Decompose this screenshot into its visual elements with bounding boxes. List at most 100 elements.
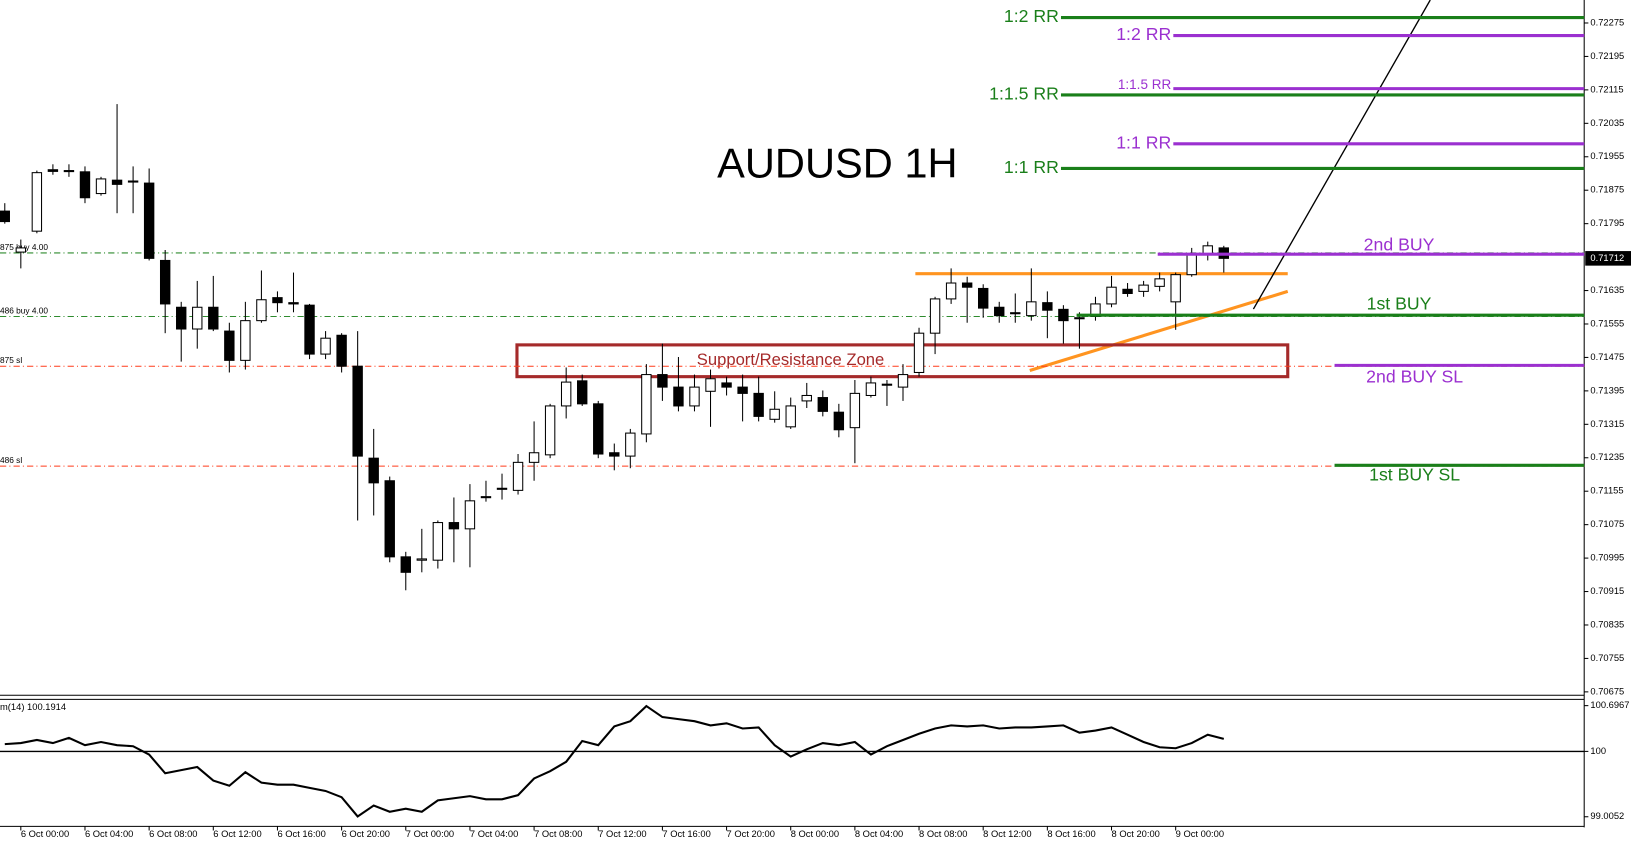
y-tick-label: 0.71635 <box>1590 285 1624 295</box>
y-tick-label: 100 <box>1590 746 1606 756</box>
candle-body <box>977 287 989 309</box>
level-label: 1st BUY SL <box>1369 464 1460 484</box>
y-tick-label: 0.70675 <box>1590 686 1624 696</box>
y-tick-label: 0.71955 <box>1590 151 1624 161</box>
x-tick-label: 8 Oct 00:00 <box>791 829 839 839</box>
level-label: 1:1 RR <box>1004 157 1059 177</box>
y-tick-label: 99.0052 <box>1590 811 1624 821</box>
candle-body <box>143 182 155 259</box>
candle-body <box>1170 274 1181 303</box>
y-tick-label: 0.72195 <box>1590 51 1624 61</box>
zone-label: Support/Resistance Zone <box>697 350 885 369</box>
candle-body <box>801 394 812 402</box>
level-label: 1st BUY <box>1367 293 1432 313</box>
y-tick-label: 0.70835 <box>1590 619 1624 629</box>
candle-body <box>208 306 219 330</box>
candle-body <box>15 247 27 253</box>
candle-body <box>1042 302 1053 311</box>
candle-body <box>416 558 428 561</box>
candle-body <box>400 556 411 573</box>
candle-body <box>1026 301 1037 317</box>
trend-line <box>1029 289 1289 372</box>
x-tick-label: 7 Oct 20:00 <box>727 829 775 839</box>
candle-body <box>256 299 267 322</box>
candle-body <box>192 306 203 330</box>
candle-body <box>448 522 460 530</box>
x-tick-label: 6 Oct 16:00 <box>277 829 325 839</box>
x-tick-label: 7 Oct 12:00 <box>598 829 646 839</box>
y-tick-label: 0.72275 <box>1590 17 1624 27</box>
level-label: 1:1.5 RR <box>989 84 1059 104</box>
candle-body <box>31 172 43 232</box>
candle-body <box>753 392 764 417</box>
y-tick-label: 0.70995 <box>1590 553 1624 563</box>
y-tick-label: 0.71155 <box>1590 486 1623 496</box>
candle-body <box>1106 286 1117 305</box>
candle-body <box>63 170 75 173</box>
candle-body <box>159 259 171 305</box>
candle-body <box>560 381 572 407</box>
candle-body <box>961 282 973 288</box>
candle-body <box>496 487 508 490</box>
candle-body <box>1058 308 1069 322</box>
candle-body <box>1138 284 1149 292</box>
x-tick-label: 7 Oct 16:00 <box>662 829 710 839</box>
candle-body <box>368 457 379 484</box>
level-label: 2nd BUY SL <box>1366 367 1463 387</box>
candle-body <box>480 496 492 499</box>
candle-body <box>657 374 668 388</box>
candle-body <box>1122 288 1133 294</box>
x-tick-label: 7 Oct 00:00 <box>406 829 454 839</box>
candle-body <box>240 320 251 361</box>
candle-body <box>0 210 10 223</box>
x-tick-label: 8 Oct 12:00 <box>983 829 1031 839</box>
candle-body <box>929 298 941 334</box>
level-label: 1:2 RR <box>1116 24 1171 44</box>
y-tick-label: 0.70755 <box>1590 653 1624 663</box>
projection-line <box>1252 0 1431 310</box>
candle-body <box>272 297 283 304</box>
level-label: 1:1.5 RR <box>1118 77 1172 92</box>
y-tick-label: 0.71235 <box>1590 452 1624 462</box>
candle-body <box>288 302 299 305</box>
candle-body <box>945 282 957 300</box>
candle-body <box>1186 253 1197 276</box>
candle-body <box>544 405 556 456</box>
indicator-label: m(14) 100.1914 <box>0 702 66 712</box>
order-label: 486 buy 4.00 <box>0 305 48 315</box>
y-tick-label: 0.72035 <box>1590 118 1624 128</box>
y-tick-label: 0.70915 <box>1590 586 1624 596</box>
x-tick-label: 6 Oct 20:00 <box>342 829 390 839</box>
momentum-line <box>4 704 1225 818</box>
candle-body <box>737 386 748 394</box>
y-tick-label: 0.71475 <box>1590 352 1624 362</box>
candle-body <box>817 397 829 412</box>
candle-body <box>865 382 877 396</box>
candle-body <box>689 386 700 407</box>
candle-body <box>176 306 187 330</box>
candle-body <box>47 169 59 172</box>
candle-body <box>127 180 139 183</box>
candle-body <box>336 334 347 367</box>
candle-body <box>79 171 91 199</box>
y-tick-label: 100.6967 <box>1590 700 1629 710</box>
candle-body <box>994 306 1005 317</box>
x-tick-label: 8 Oct 08:00 <box>919 829 967 839</box>
y-tick-label: 0.71555 <box>1590 318 1624 328</box>
y-tick-label: 0.72115 <box>1590 84 1623 94</box>
level-label: 1:2 RR <box>1004 6 1059 26</box>
candle-body <box>721 382 732 388</box>
candle-body <box>593 403 604 455</box>
x-tick-label: 6 Oct 12:00 <box>213 829 261 839</box>
candle-body <box>432 522 444 561</box>
candle-body <box>913 332 925 374</box>
candle-body <box>785 405 796 428</box>
level-label: 2nd BUY <box>1364 235 1435 255</box>
current-price-box <box>1585 251 1631 266</box>
x-tick-label: 6 Oct 04:00 <box>85 829 133 839</box>
level-label: 1:1 RR <box>1116 132 1171 152</box>
order-label: 486 sl <box>0 455 22 465</box>
x-tick-label: 8 Oct 16:00 <box>1047 829 1095 839</box>
